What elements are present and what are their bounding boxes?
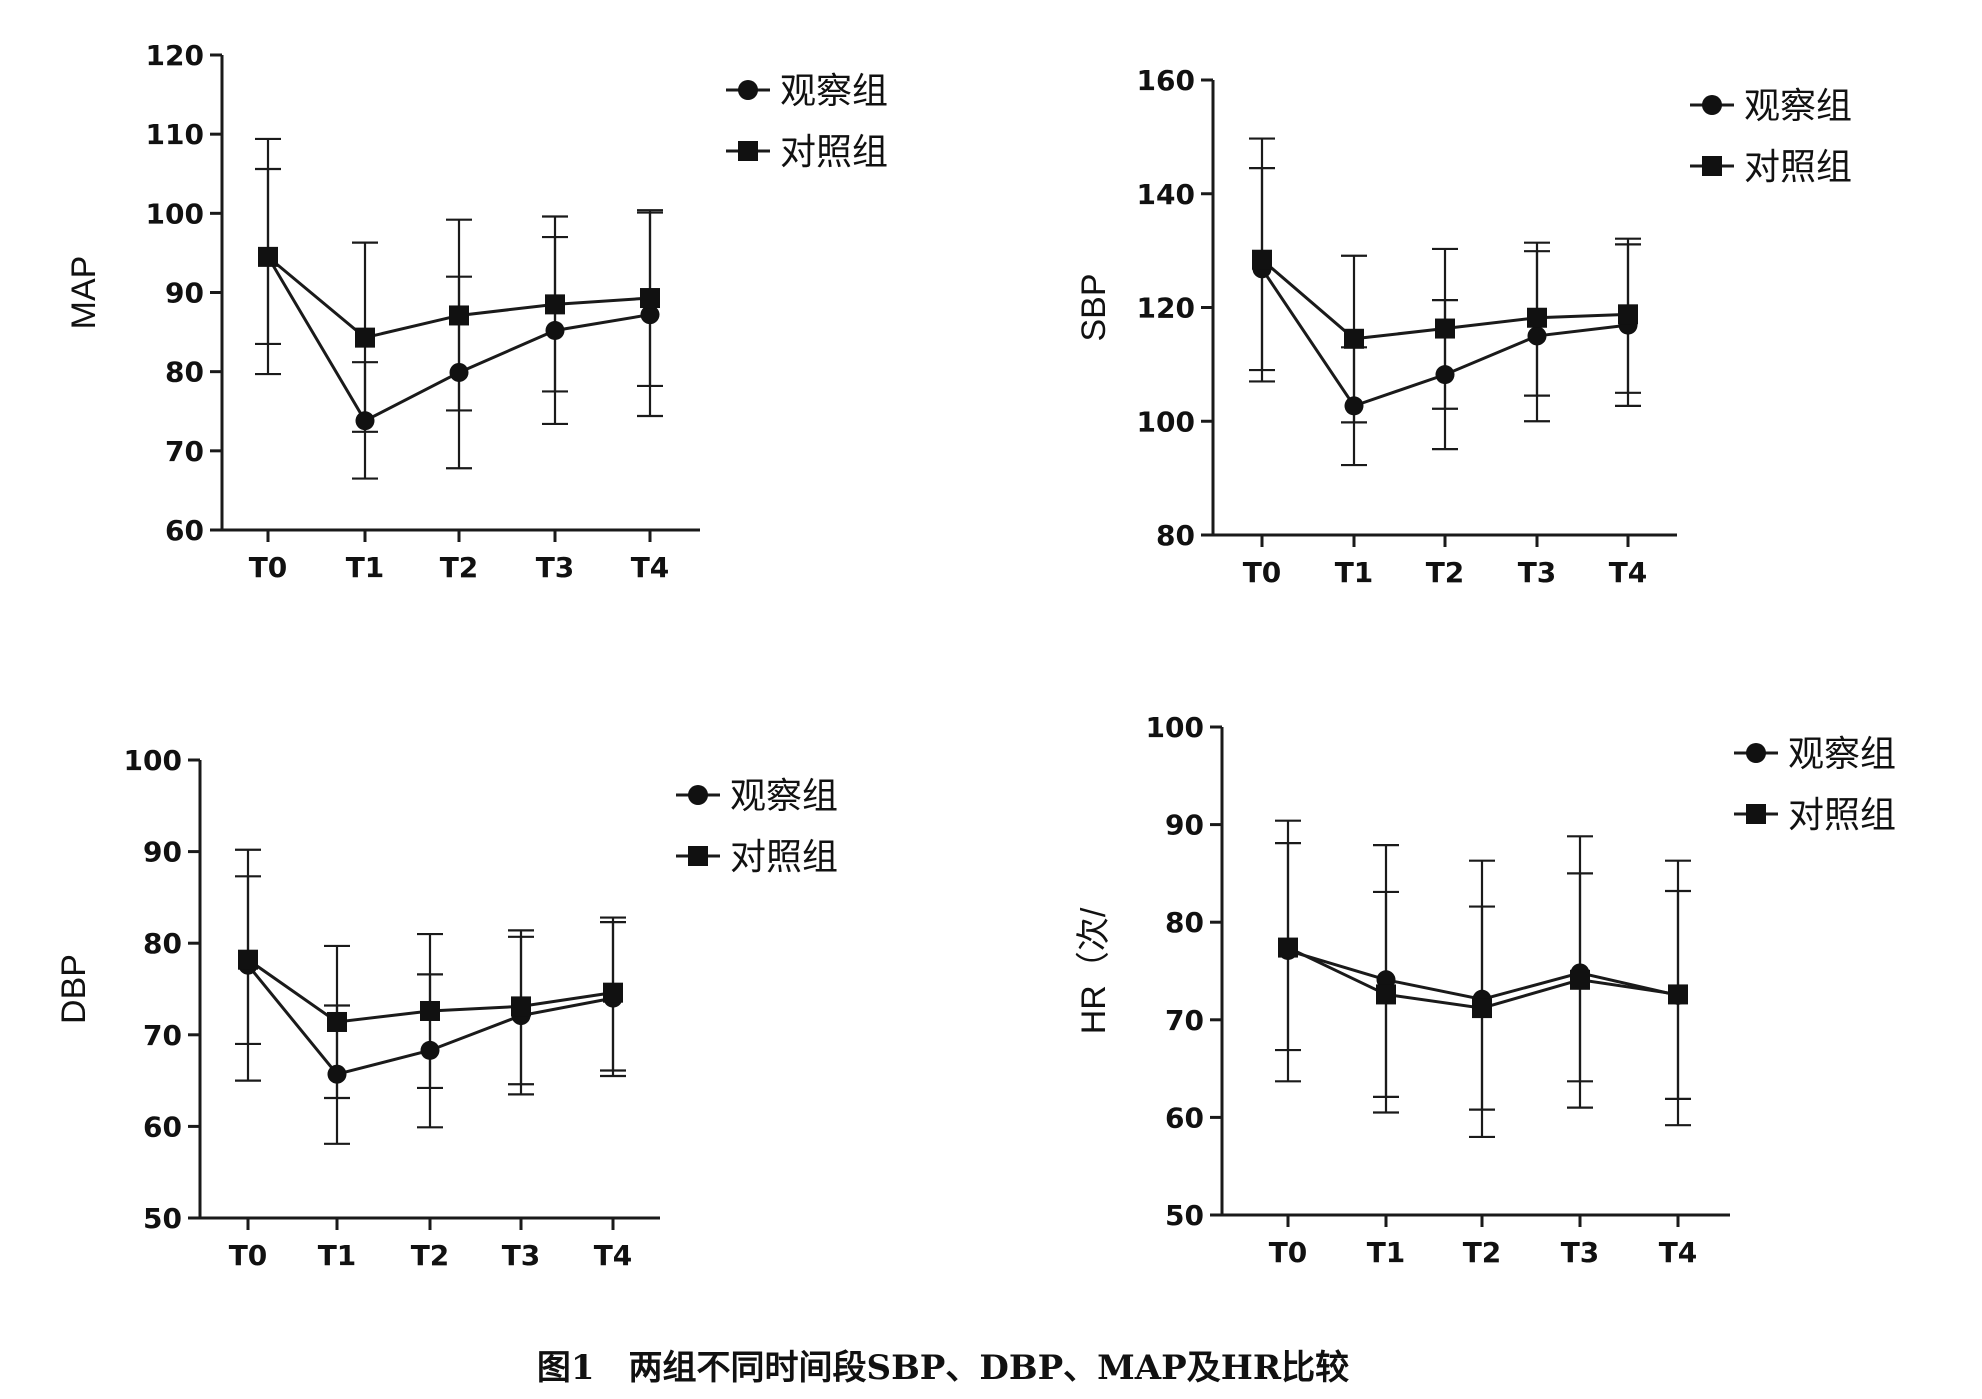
legend-marker-square bbox=[1746, 804, 1766, 824]
y-tick-label: 60 bbox=[165, 514, 204, 547]
data-point-observation bbox=[420, 1040, 440, 1060]
y-tick-label: 110 bbox=[146, 118, 204, 151]
y-tick-label: 80 bbox=[143, 927, 182, 960]
y-tick-label: 160 bbox=[1137, 64, 1195, 97]
y-tick-label: 120 bbox=[1137, 292, 1195, 325]
y-axis-label: HR（次/ bbox=[1075, 907, 1113, 1034]
x-tick-label: T2 bbox=[440, 551, 479, 584]
y-tick-label: 80 bbox=[1165, 906, 1204, 939]
legend-marker-circle bbox=[1746, 743, 1766, 763]
y-axis-label: MAP bbox=[65, 256, 103, 330]
data-point-control bbox=[603, 982, 623, 1003]
data-point-control bbox=[1376, 984, 1396, 1005]
data-point-observation bbox=[449, 362, 469, 382]
y-axis-label: DBP bbox=[55, 954, 93, 1024]
legend-label: 对照组 bbox=[730, 837, 838, 878]
y-tick-label: 90 bbox=[1165, 809, 1204, 842]
data-point-control bbox=[1570, 969, 1590, 990]
x-tick-label: T0 bbox=[1269, 1236, 1308, 1269]
x-tick-label: T0 bbox=[249, 551, 288, 584]
legend-label: 对照组 bbox=[1744, 147, 1852, 188]
y-tick-label: 90 bbox=[165, 277, 204, 310]
legend-marker-circle bbox=[688, 785, 708, 805]
data-point-observation bbox=[327, 1064, 347, 1084]
data-point-control bbox=[420, 1000, 440, 1021]
legend-marker-square bbox=[1702, 156, 1722, 176]
legend-marker-circle bbox=[738, 80, 758, 100]
data-point-control bbox=[238, 949, 258, 970]
legend-label: 对照组 bbox=[1788, 795, 1896, 836]
x-tick-label: T1 bbox=[346, 551, 385, 584]
x-tick-label: T1 bbox=[1335, 556, 1374, 589]
data-point-control bbox=[258, 246, 278, 267]
data-point-observation bbox=[1527, 326, 1547, 346]
legend-label: 观察组 bbox=[730, 776, 838, 817]
y-tick-label: 140 bbox=[1137, 178, 1195, 211]
x-tick-label: T3 bbox=[502, 1239, 541, 1272]
x-tick-label: T0 bbox=[229, 1239, 268, 1272]
data-point-control bbox=[327, 1011, 347, 1032]
x-tick-label: T4 bbox=[594, 1239, 633, 1272]
y-tick-label: 80 bbox=[165, 356, 204, 389]
y-tick-label: 90 bbox=[143, 836, 182, 869]
x-tick-label: T1 bbox=[318, 1239, 357, 1272]
data-point-control bbox=[511, 996, 531, 1017]
data-point-control bbox=[449, 305, 469, 326]
y-tick-label: 60 bbox=[143, 1110, 182, 1143]
x-tick-label: T3 bbox=[1561, 1236, 1600, 1269]
data-point-control bbox=[1668, 984, 1688, 1005]
y-tick-label: 80 bbox=[1156, 519, 1195, 552]
data-point-control bbox=[1252, 249, 1272, 270]
x-tick-label: T0 bbox=[1243, 556, 1282, 589]
data-point-observation bbox=[545, 321, 565, 340]
data-point-control bbox=[1435, 318, 1455, 339]
data-point-control bbox=[640, 288, 660, 309]
legend-label: 对照组 bbox=[780, 132, 888, 173]
legend-label: 观察组 bbox=[1788, 734, 1896, 775]
y-tick-label: 70 bbox=[165, 435, 204, 468]
x-tick-label: T2 bbox=[1463, 1236, 1502, 1269]
legend-marker-square bbox=[738, 141, 758, 161]
data-point-observation bbox=[1344, 396, 1364, 416]
y-tick-label: 120 bbox=[146, 39, 204, 72]
legend-label: 观察组 bbox=[1744, 86, 1852, 127]
data-point-observation bbox=[1435, 365, 1455, 385]
data-point-control bbox=[1278, 937, 1298, 958]
legend-marker-square bbox=[688, 846, 708, 866]
y-tick-label: 100 bbox=[146, 197, 204, 230]
y-tick-label: 100 bbox=[1146, 711, 1204, 744]
y-tick-label: 100 bbox=[1137, 405, 1195, 438]
y-tick-label: 70 bbox=[1165, 1004, 1204, 1037]
y-tick-label: 50 bbox=[1165, 1199, 1204, 1232]
x-tick-label: T2 bbox=[1426, 556, 1465, 589]
data-point-observation bbox=[640, 305, 660, 325]
data-point-control bbox=[1472, 998, 1492, 1019]
data-point-control bbox=[355, 327, 375, 348]
x-tick-label: T3 bbox=[536, 551, 575, 584]
y-axis-label: SBP bbox=[1075, 273, 1113, 341]
data-point-control bbox=[1527, 307, 1547, 328]
data-point-control bbox=[1618, 304, 1638, 325]
x-tick-label: T3 bbox=[1518, 556, 1557, 589]
y-tick-label: 50 bbox=[143, 1202, 182, 1235]
data-point-control bbox=[1344, 328, 1364, 349]
x-tick-label: T4 bbox=[631, 551, 670, 584]
y-tick-label: 100 bbox=[124, 744, 182, 777]
legend-label: 观察组 bbox=[780, 71, 888, 112]
x-tick-label: T1 bbox=[1367, 1236, 1406, 1269]
y-tick-label: 70 bbox=[143, 1019, 182, 1052]
figure-caption: 图1 两组不同时间段SBP、DBP、MAP及HR比较 bbox=[537, 1348, 1349, 1388]
x-tick-label: T4 bbox=[1659, 1236, 1698, 1269]
x-tick-label: T4 bbox=[1609, 556, 1648, 589]
data-point-control bbox=[545, 294, 565, 315]
y-tick-label: 60 bbox=[1165, 1101, 1204, 1134]
data-point-observation bbox=[355, 411, 375, 431]
x-tick-label: T2 bbox=[411, 1239, 450, 1272]
legend-marker-circle bbox=[1702, 95, 1722, 115]
